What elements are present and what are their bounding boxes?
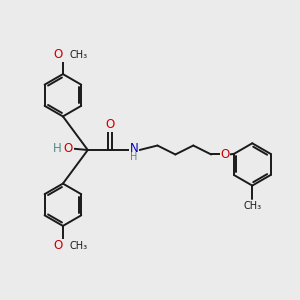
Text: N: N	[130, 142, 138, 155]
Text: O: O	[106, 118, 115, 131]
Text: H: H	[53, 142, 62, 155]
Text: H: H	[130, 152, 137, 162]
Text: O: O	[54, 239, 63, 252]
Text: O: O	[54, 48, 63, 62]
Text: CH₃: CH₃	[69, 50, 87, 60]
Text: CH₃: CH₃	[69, 241, 87, 251]
Text: O: O	[220, 148, 230, 161]
Text: CH₃: CH₃	[243, 201, 261, 211]
Text: O: O	[64, 142, 73, 155]
